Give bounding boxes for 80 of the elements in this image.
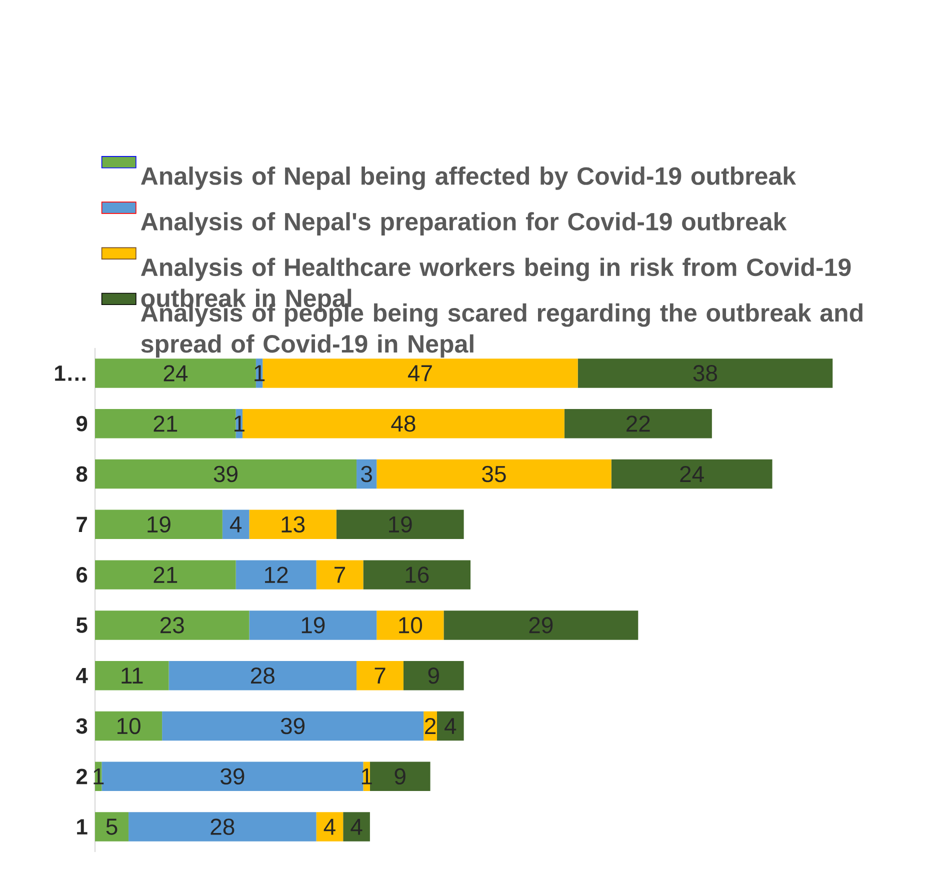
data-label: 5 [106, 818, 118, 835]
bar [316, 812, 344, 842]
data-label: 39 [214, 466, 238, 482]
bar [249, 510, 336, 540]
y-tick-label: 7 [76, 516, 87, 532]
y-tick-label: 3 [76, 718, 88, 734]
bar [316, 560, 364, 590]
data-label: 19 [302, 617, 325, 634]
data-label: 21 [154, 566, 178, 583]
legend-label: Analysis of Nepal being affected by Covid-19 outbreak [140, 166, 796, 190]
bar [356, 660, 404, 690]
bar [95, 560, 236, 590]
bar [249, 610, 377, 640]
bar [363, 560, 471, 590]
bar [128, 812, 316, 842]
bar [95, 660, 169, 690]
data-label: 4 [350, 818, 362, 835]
bar [444, 610, 638, 640]
data-label: 12 [265, 566, 288, 583]
bar [95, 812, 129, 842]
bar [376, 459, 612, 489]
y-tick-label: 4 [76, 668, 88, 684]
bar [162, 711, 424, 741]
data-label: 7 [374, 668, 386, 684]
data-label: 10 [399, 617, 422, 634]
data-label: 9 [394, 768, 406, 785]
data-label: 10 [118, 718, 140, 734]
data-label: 48 [391, 415, 416, 432]
bar [95, 711, 162, 741]
bar [336, 510, 464, 540]
y-tick-label: 5 [76, 618, 88, 633]
data-label: 4 [324, 818, 336, 835]
bar [95, 459, 357, 489]
data-label: 2 [425, 718, 436, 734]
data-label: 16 [406, 566, 429, 583]
data-label: 9 [428, 667, 439, 684]
data-label: 29 [529, 617, 553, 634]
bar [168, 660, 357, 690]
data-label: 4 [444, 718, 456, 734]
data-label: 19 [389, 516, 412, 533]
bar [343, 812, 370, 842]
data-label: 21 [154, 416, 178, 432]
bar [436, 711, 464, 741]
bar [403, 660, 464, 690]
bar [222, 510, 250, 540]
data-label: 39 [280, 718, 305, 734]
data-label: 35 [482, 466, 506, 482]
bar [262, 358, 578, 388]
bar [95, 510, 222, 540]
data-label: 28 [251, 667, 274, 684]
y-tick-label: 1… [55, 366, 86, 381]
y-tick-label: 1 [77, 819, 88, 834]
y-tick-label: 2 [76, 768, 88, 784]
data-label: 23 [160, 617, 184, 634]
bar [242, 408, 564, 438]
y-tick-label: 9 [76, 416, 88, 432]
bar [376, 610, 444, 640]
data-label: 3 [361, 466, 372, 482]
y-tick-label: 8 [76, 466, 88, 482]
bar [95, 358, 256, 388]
data-label: 38 [693, 365, 718, 382]
data-label: 7 [334, 566, 346, 583]
data-label: 4 [230, 516, 242, 532]
y-tick-label: 6 [76, 567, 88, 583]
data-label: 11 [122, 668, 143, 684]
data-label: 22 [626, 416, 650, 432]
bar [578, 358, 833, 388]
data-label: 19 [148, 516, 170, 533]
bar [611, 459, 772, 489]
data-label: 47 [408, 365, 432, 382]
data-label: 24 [164, 365, 188, 382]
data-label: 39 [220, 768, 244, 785]
bar [95, 408, 236, 438]
data-label: 28 [210, 818, 234, 835]
bar [95, 610, 250, 640]
legend-label: Analysis of Nepal's preparation for Covid-19 outbreak [140, 212, 787, 236]
data-label: 13 [282, 516, 305, 533]
bar [564, 408, 712, 438]
data-label: 24 [680, 466, 704, 482]
bar [236, 560, 316, 590]
